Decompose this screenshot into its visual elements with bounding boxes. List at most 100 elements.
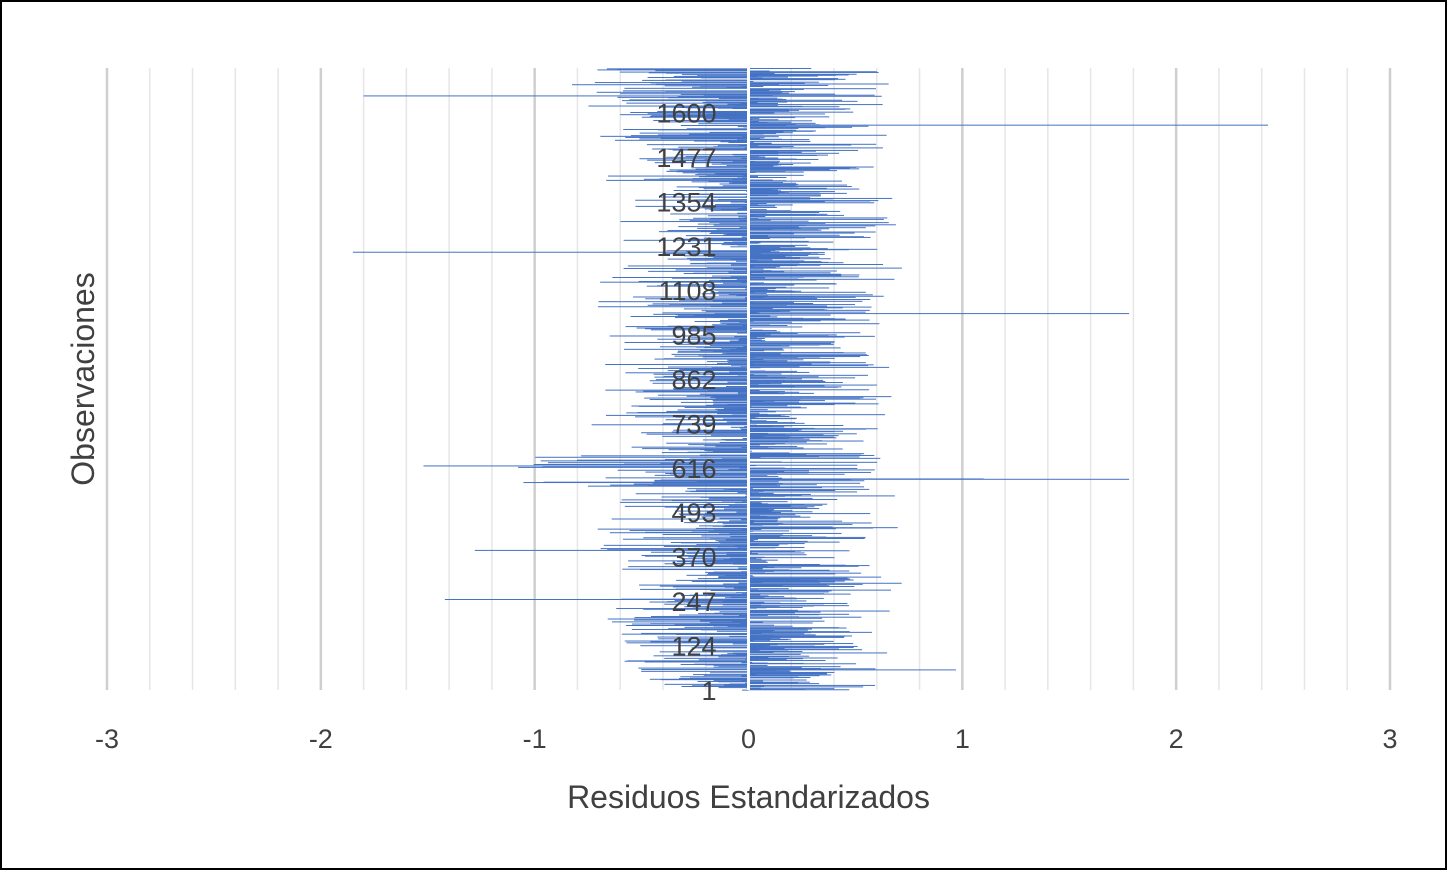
residual-bar [748,319,846,321]
residual-bar [748,271,785,273]
residual-bar [748,247,781,249]
residual-bar [748,512,781,514]
residual-bar [748,597,796,599]
residual-bar [653,119,749,121]
residual-bar [628,566,749,568]
residual-bar [748,321,792,323]
residual-bar [748,620,825,622]
residual-bar [748,576,882,578]
residual-bar [726,421,749,423]
residual-bar [701,293,749,295]
residual-bar [748,434,824,436]
category-tick-label: 493 [671,498,716,528]
residual-bar [699,86,749,88]
residual-bar [622,538,749,540]
residual-bar [723,408,749,410]
residual-bar [692,200,749,202]
residual-bar [685,474,749,476]
residual-bar [748,284,795,286]
residual-bar [748,327,752,329]
residual-bar [748,487,823,489]
residual-bar [748,493,773,495]
residual-bar [748,539,754,541]
residual-bar [748,201,825,203]
residual-bar [630,315,749,317]
residual-bar [738,216,749,218]
residual-bar [689,220,749,222]
residual-bar [748,241,834,243]
residual-bar [748,539,759,541]
residual-bar [748,584,783,586]
residual-bar [737,392,749,394]
residual-bar [698,207,749,209]
residual-bar [748,486,865,488]
residual-bar [748,274,860,276]
residual-bar [730,264,749,266]
residual-bar [612,621,749,623]
residual-bar [748,557,835,559]
residual-bar [698,659,749,661]
residual-bar [748,502,762,504]
residual-bar [748,314,831,316]
residual-bar [547,462,749,464]
residual-bar [736,279,749,281]
residual-bar [694,663,749,665]
residual-bar [701,535,749,537]
residual-bar [748,240,809,242]
residual-bar [744,165,749,167]
residual-bar [699,176,749,178]
residual-bar [748,80,754,82]
residual-bar [748,261,822,263]
residual-bar [748,359,804,361]
residual-bar [748,120,813,122]
residual-bar [748,264,884,266]
residual-bar [748,97,778,99]
residual-bar [748,341,835,343]
residual-bar [748,210,791,212]
residual-bar [748,246,762,248]
residual-bar [635,416,749,418]
residual-bar [748,604,762,606]
residual-bar [678,513,749,515]
residual-bar [727,404,749,406]
residual-bar [748,521,754,523]
residual-bar [748,267,902,269]
residual-bar [748,130,816,132]
residual-bar [623,128,749,130]
residual-bar [748,164,794,166]
residual-bar [627,265,749,267]
residual-bar [748,672,827,674]
residual-bar [748,147,782,149]
residual-bar [748,283,836,285]
residual-bar [672,277,749,279]
residual-bar [654,376,749,378]
residual-bar [748,528,836,530]
residual-bar [661,496,749,498]
residual-bar [704,512,749,514]
residual-bar [721,209,749,211]
residual-bar [748,191,835,193]
residual-bar [748,104,778,106]
residual-bar [699,393,749,395]
residual-bar [748,378,802,380]
residual-bar [748,541,840,543]
residual-bar [741,662,749,664]
residual-bar [643,608,749,610]
residual-bar [676,186,749,188]
residual-bar [748,509,774,511]
residual-bar [694,321,749,323]
residual-bar [686,128,749,130]
residual-bar [708,593,749,595]
residual-bar [748,406,801,408]
category-tick-label: 985 [671,321,716,351]
residual-bar [748,295,769,297]
residual-bar [703,674,749,676]
residual-bar [748,497,761,499]
residual-bar [730,203,749,205]
residual-bar [708,531,749,533]
residual-bar [748,266,781,268]
residual-bar [748,436,835,438]
residual-bar [727,626,749,628]
residual-bar [684,522,749,524]
category-tick-label: 1108 [658,276,716,306]
